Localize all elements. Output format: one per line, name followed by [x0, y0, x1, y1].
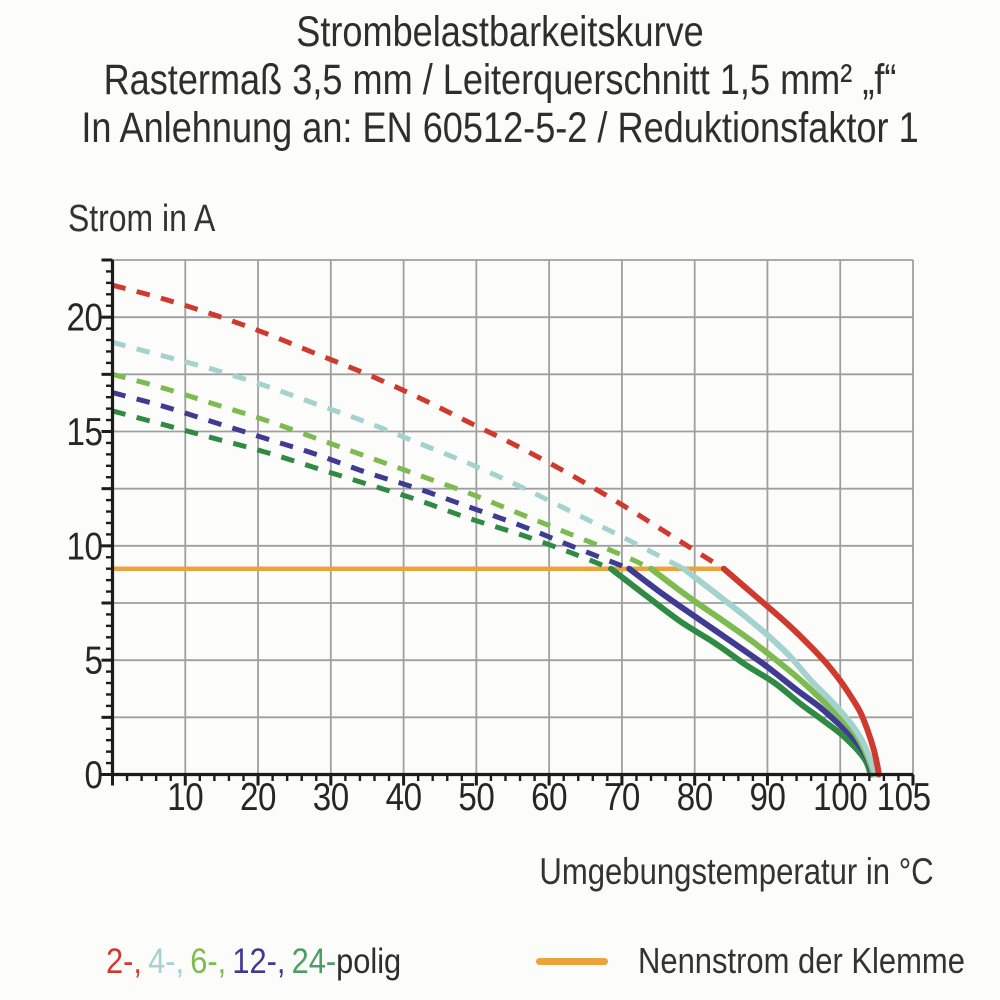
legend-pole-counts: 2-, 4-, 6-, 12-, 24-polig	[106, 942, 401, 982]
legend-pole-item: 2-,	[106, 942, 142, 981]
chart-subtitle-standard: In Anlehnung an: EN 60512-5-2 / Reduktio…	[81, 104, 919, 152]
x-tick-label: 30	[313, 774, 349, 818]
chart-subtitle-pitch: Rastermaß 3,5 mm / Leiterquerschnitt 1,5…	[103, 56, 897, 104]
series-24-polig-solid	[608, 565, 874, 778]
chart-title: Strombelastbarkeitskurve	[296, 8, 704, 56]
x-tick-label: 70	[604, 774, 640, 818]
legend-pole-item: 4-,	[148, 942, 185, 981]
x-tick-label: 90	[749, 774, 785, 818]
x-tick-label: 100	[813, 774, 867, 818]
legend-nominal-current: Nennstrom der Klemme	[536, 938, 1000, 984]
legend-pole-suffix: polig	[336, 942, 402, 981]
y-tick-label: 20	[66, 295, 102, 339]
series-2-polig-solid	[720, 565, 882, 778]
x-tick-label: 20	[240, 774, 276, 818]
series-2-polig-dashed	[111, 282, 726, 571]
series-6-polig-dashed	[111, 371, 653, 571]
x-tick-label: 40	[386, 774, 422, 818]
y-axis-title: Strom in A	[68, 198, 216, 240]
y-tick-label: 5	[84, 638, 102, 682]
x-axis-title: Umgebungstemperatur in °C	[539, 851, 934, 892]
y-tick-label: 0	[84, 752, 102, 796]
series-12-polig-dashed	[111, 390, 631, 572]
x-tick-label: 80	[677, 774, 713, 818]
chart-title-block: Strombelastbarkeitskurve Rastermaß 3,5 m…	[0, 8, 1000, 152]
legend-pole-item: 24-	[291, 942, 337, 981]
series-4-polig-dashed	[111, 339, 685, 571]
x-tick-label: 10	[167, 774, 203, 818]
nominal-current-label: Nennstrom der Klemme	[638, 940, 965, 981]
legend-pole-item: 6-,	[190, 942, 227, 981]
series-4-polig-solid	[680, 565, 879, 778]
y-tick-label: 10	[66, 524, 102, 568]
x-tick-label: 60	[531, 774, 567, 818]
legend-pole-item: 12-,	[232, 942, 286, 981]
y-tick-label: 15	[66, 409, 102, 453]
x-tick-label: 105	[877, 774, 931, 818]
x-tick-label: 50	[458, 774, 494, 818]
nominal-current-line-swatch	[536, 957, 608, 965]
